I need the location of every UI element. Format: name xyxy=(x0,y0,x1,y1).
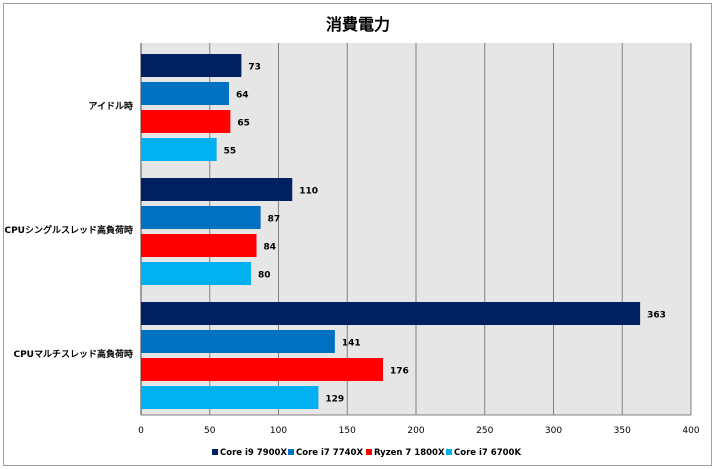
category-label: アイドル時 xyxy=(88,100,133,112)
bar xyxy=(141,234,257,257)
data-label: 129 xyxy=(325,395,344,405)
bar xyxy=(141,138,217,161)
bar xyxy=(141,110,231,133)
bar xyxy=(141,262,251,285)
bar xyxy=(141,302,641,325)
category-label: CPUシングルスレッド高負荷時 xyxy=(4,224,133,236)
data-label: 55 xyxy=(224,147,237,157)
category-label: CPUマルチスレッド高負荷時 xyxy=(13,348,133,360)
legend-swatch xyxy=(212,449,218,455)
bar xyxy=(141,82,229,105)
x-tick-label: 300 xyxy=(545,426,562,436)
chart-title: 消費電力 xyxy=(326,15,390,34)
x-tick-label: 50 xyxy=(204,426,216,436)
x-tick-label: 100 xyxy=(270,426,287,436)
data-label: 64 xyxy=(236,91,249,101)
data-label: 65 xyxy=(237,119,250,129)
data-label: 80 xyxy=(258,271,271,281)
legend-swatch xyxy=(366,449,372,455)
bar xyxy=(141,386,319,409)
data-label: 84 xyxy=(264,243,277,253)
x-tick-label: 350 xyxy=(614,426,631,436)
x-tick-label: 200 xyxy=(407,426,424,436)
bar xyxy=(141,54,242,77)
bar xyxy=(141,358,383,381)
data-label: 73 xyxy=(248,63,261,73)
bar xyxy=(141,206,261,229)
data-label: 363 xyxy=(647,311,666,321)
legend-label: Ryzen 7 1800X xyxy=(374,448,445,458)
legend-swatch xyxy=(288,449,294,455)
legend-label: Core i9 7900X xyxy=(220,448,287,458)
bar xyxy=(141,178,293,201)
x-tick-label: 400 xyxy=(682,426,699,436)
data-label: 87 xyxy=(268,215,281,225)
data-label: 176 xyxy=(390,367,409,377)
legend-swatch xyxy=(446,449,452,455)
x-tick-label: 250 xyxy=(476,426,493,436)
legend-label: Core i7 6700K xyxy=(454,448,521,458)
x-tick-label: 0 xyxy=(138,426,144,436)
x-tick-label: 150 xyxy=(339,426,356,436)
data-label: 110 xyxy=(299,187,318,197)
bar xyxy=(141,330,335,353)
data-label: 141 xyxy=(342,339,361,349)
legend-label: Core i7 7740X xyxy=(296,448,363,458)
